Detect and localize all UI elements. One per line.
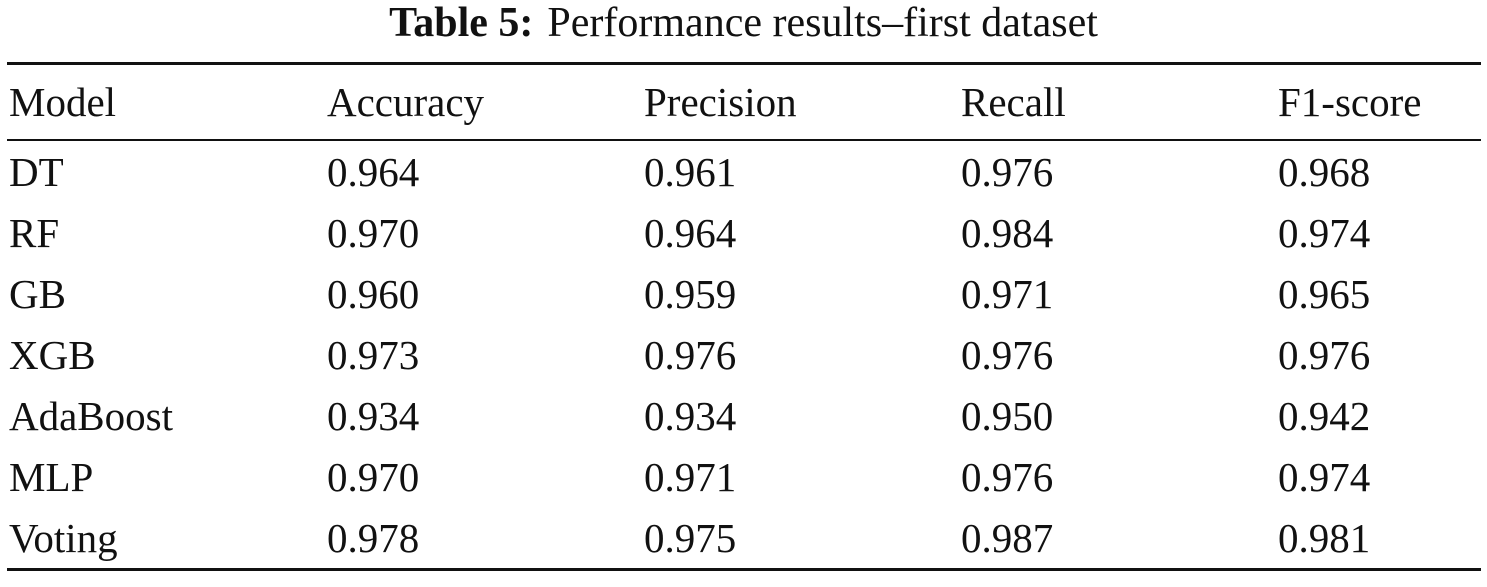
cell-model: MLP [9, 453, 94, 500]
cell-recall: 0.976 [961, 148, 1054, 195]
table-row: DT 0.964 0.961 0.976 0.968 [7, 140, 1481, 202]
table-row: XGB 0.973 0.976 0.976 0.976 [7, 324, 1481, 385]
cell-f1-score: 0.942 [1278, 392, 1371, 439]
cell-f1-score: 0.976 [1278, 331, 1371, 378]
cell-accuracy: 0.973 [327, 331, 420, 378]
cell-recall: 0.984 [961, 209, 1054, 256]
cell-precision: 0.934 [644, 392, 737, 439]
table-body: DT 0.964 0.961 0.976 0.968 RF 0.970 0.96… [7, 140, 1481, 570]
cell-model: XGB [9, 331, 96, 378]
cell-f1-score: 0.968 [1278, 148, 1371, 195]
cell-precision: 0.959 [644, 270, 737, 317]
cell-model: DT [9, 148, 64, 195]
cell-accuracy: 0.964 [327, 148, 420, 195]
cell-accuracy: 0.970 [327, 209, 420, 256]
table-row: GB 0.960 0.959 0.971 0.965 [7, 263, 1481, 324]
table-row: AdaBoost 0.934 0.934 0.950 0.942 [7, 385, 1481, 446]
column-header-model: Model [9, 79, 117, 125]
results-table: Model Accuracy Precision Recall F1-score… [7, 62, 1481, 571]
cell-precision: 0.976 [644, 331, 737, 378]
cell-accuracy: 0.934 [327, 392, 420, 439]
cell-f1-score: 0.981 [1278, 514, 1371, 561]
cell-model: AdaBoost [9, 392, 173, 439]
cell-f1-score: 0.974 [1278, 209, 1371, 256]
column-header-accuracy: Accuracy [327, 79, 485, 125]
cell-recall: 0.987 [961, 514, 1054, 561]
cell-recall: 0.950 [961, 392, 1054, 439]
cell-recall: 0.976 [961, 331, 1054, 378]
cell-accuracy: 0.970 [327, 453, 420, 500]
cell-precision: 0.964 [644, 209, 737, 256]
column-header-recall: Recall [961, 79, 1066, 125]
cell-model: RF [9, 209, 60, 256]
cell-accuracy: 0.978 [327, 514, 420, 561]
cell-precision: 0.961 [644, 148, 737, 195]
table-row: MLP 0.970 0.971 0.976 0.974 [7, 446, 1481, 507]
cell-model: Voting [9, 514, 118, 561]
table-row: Voting 0.978 0.975 0.987 0.981 [7, 507, 1481, 570]
cell-recall: 0.971 [961, 270, 1054, 317]
caption-label: Table 5: [389, 0, 534, 46]
cell-recall: 0.976 [961, 453, 1054, 500]
cell-f1-score: 0.965 [1278, 270, 1371, 317]
column-header-f1-score: F1-score [1278, 79, 1422, 125]
table-caption: Table 5: Performance results–first datase… [0, 0, 1487, 58]
cell-f1-score: 0.974 [1278, 453, 1371, 500]
column-header-precision: Precision [644, 79, 797, 125]
cell-accuracy: 0.960 [327, 270, 420, 317]
cell-precision: 0.971 [644, 453, 737, 500]
header-row: Model Accuracy Precision Recall F1-score [7, 63, 1481, 140]
cell-model: GB [9, 270, 66, 317]
cell-precision: 0.975 [644, 514, 737, 561]
caption-text: Performance results–first dataset [547, 0, 1098, 46]
table-header: Model Accuracy Precision Recall F1-score [7, 63, 1481, 140]
table-row: RF 0.970 0.964 0.984 0.974 [7, 202, 1481, 263]
